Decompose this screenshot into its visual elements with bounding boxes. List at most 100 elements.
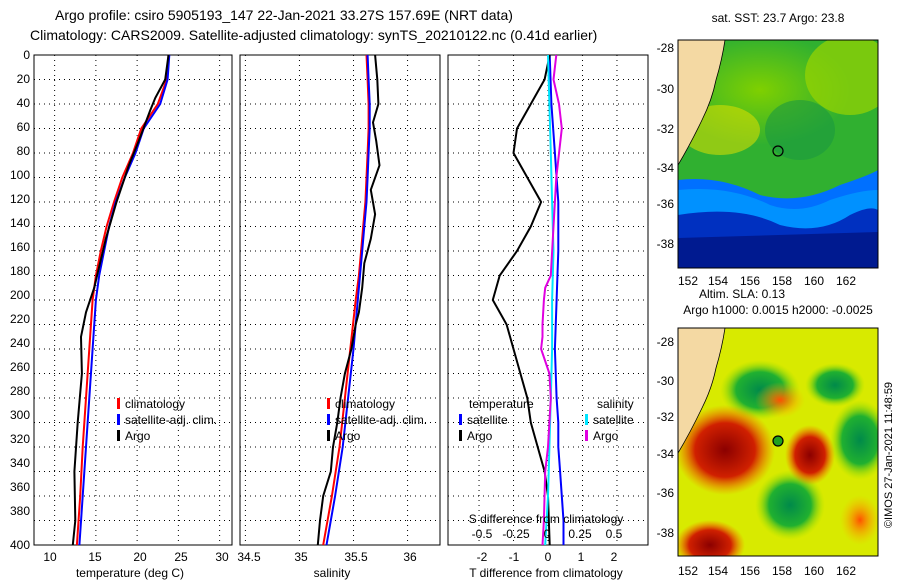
sst-lat-tick: -38 [657,237,675,251]
legend-label-sal-satellite: satellite [593,413,634,427]
salinity-argo-line [316,54,381,546]
depth-tick: 360 [10,480,30,494]
legend-label-satellite: satellite-adj. clim. [125,413,217,427]
legend-swatch-satellite [327,414,330,425]
depth-tick: 20 [17,72,31,86]
depth-tick: 320 [10,432,30,446]
sst-field [678,40,878,268]
s-difference-label: S difference from climatology [469,512,624,526]
sst-map-title: sat. SST: 23.7 Argo: 23.8 [712,11,845,25]
legend-swatch-sal-argo [585,430,588,441]
imos-credit: ©IMOS 27-Jan-2021 11:48:59 [883,382,895,528]
temperature-xlabel: temperature (deg C) [76,566,184,580]
legend-label-climatology: climatology [125,397,185,411]
sst-lat-tick: -36 [657,197,675,211]
legend-title-temperature: temperature [469,397,534,411]
sst-lat-tick: -30 [657,82,675,96]
temperature-climatology-line [75,54,170,546]
salinity-panel: 34.5 35 35.5 36 salinity climatology sat… [237,54,441,580]
sla-lat-tick: -34 [657,447,675,461]
temperature-legend: climatology satellite-adj. clim. Argo [117,397,217,443]
depth-tick: 300 [10,408,30,422]
salinity-xtick: 35.5 [344,550,368,564]
difference-xtick: 1 [578,550,585,564]
sla-lat-tick: -38 [657,526,675,540]
difference-xtick: -2 [477,550,488,564]
temperature-argo-line [71,54,170,546]
s-difference-tick: -0.5 [472,527,493,541]
s-difference-tick: 0.25 [568,527,592,541]
temperature-panel: 10 15 20 25 30 temperature (deg C) clima… [33,54,233,580]
sst-lat-tick: -28 [657,41,675,55]
sla-lat-tick: -32 [657,410,675,424]
sla-lon-tick: 160 [804,564,824,578]
depth-tick: 260 [10,360,30,374]
depth-axis: 0 20 40 60 80 100 120 140 160 180 200 22… [10,48,30,552]
legend-swatch-argo [117,430,120,441]
depth-tick: 240 [10,336,30,350]
salinity-xtick: 34.5 [237,550,261,564]
diff-sal-argo-line [540,54,563,546]
depth-tick: 340 [10,456,30,470]
salinity-plot-frame [239,54,441,546]
depth-tick: 0 [23,48,30,62]
depth-tick: 400 [10,538,30,552]
salinity-xlabel: salinity [314,566,351,580]
sst-lon-tick: 156 [740,274,760,288]
legend-label-climatology: climatology [335,397,395,411]
salinity-legend: climatology satellite-adj. clim. Argo [327,397,427,443]
legend-label-satellite: satellite-adj. clim. [335,413,427,427]
sst-lat-tick: -32 [657,122,675,136]
sla-map-frame [677,327,879,557]
temperature-xtick: 10 [43,550,57,564]
depth-tick: 160 [10,240,30,254]
salinity-xtick: 36 [403,550,417,564]
temperature-xtick: 30 [215,550,229,564]
sla-lon-tick: 162 [836,564,856,578]
difference-legend-temperature: temperature satellite Argo [459,397,534,443]
salinity-satellite-line [325,54,371,546]
legend-swatch-argo [327,430,330,441]
legend-label-temp-satellite: satellite [467,413,508,427]
legend-swatch-temp-argo [459,430,462,441]
sst-lon-tick: 152 [678,274,698,288]
sst-lat-tick: -34 [657,161,675,175]
sla-lat-tick: -28 [657,335,675,349]
sla-lon-tick: 158 [772,564,792,578]
s-difference-tick: 0.5 [606,527,623,541]
s-difference-tick: 0 [544,527,551,541]
sla-map-subtitle: Argo h1000: 0.0015 h2000: -0.0025 [683,303,873,317]
difference-xtick: -1 [509,550,520,564]
temperature-xtick: 15 [88,550,102,564]
salinity-climatology-line [322,54,370,546]
diff-temp-satellite-line [548,54,565,545]
difference-legend-salinity: salinity satellite Argo [585,397,634,443]
depth-tick: 220 [10,312,30,326]
sla-lon-tick: 156 [740,564,760,578]
difference-xlabel: T difference from climatology [469,566,623,580]
legend-title-salinity: salinity [597,397,634,411]
legend-swatch-satellite [117,414,120,425]
depth-tick: 40 [17,96,31,110]
sst-argo-marker [772,145,784,157]
sst-map-frame [677,39,879,269]
sla-lat-tick: -30 [657,374,675,388]
sla-argo-marker [772,435,784,447]
legend-swatch-sal-satellite [585,414,588,425]
sla-lon-tick: 154 [708,564,728,578]
diff-temp-argo-line [491,54,551,546]
sst-lon-tick: 158 [772,274,792,288]
depth-tick: 140 [10,216,30,230]
depth-tick: 120 [10,192,30,206]
depth-tick: 180 [10,264,30,278]
temperature-xtick: 25 [174,550,188,564]
legend-label-argo: Argo [335,429,361,443]
salinity-xtick: 35 [294,550,308,564]
legend-label-temp-argo: Argo [467,429,493,443]
header-line-2: Climatology: CARS2009. Satellite-adjuste… [30,27,597,43]
sla-map-title: Altim. SLA: 0.13 [699,287,785,301]
legend-swatch-climatology [327,398,330,409]
temperature-plot-frame [33,54,233,546]
sst-lon-tick: 154 [708,274,728,288]
